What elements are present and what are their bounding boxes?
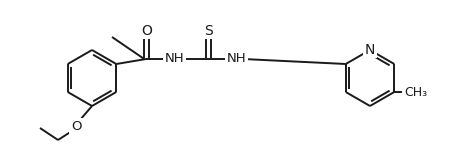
Text: O: O <box>71 119 81 133</box>
Text: N: N <box>365 43 375 57</box>
Text: NH: NH <box>164 52 184 66</box>
Text: NH: NH <box>226 52 246 66</box>
Text: O: O <box>141 24 152 38</box>
Text: S: S <box>204 24 213 38</box>
Text: CH₃: CH₃ <box>404 85 427 98</box>
